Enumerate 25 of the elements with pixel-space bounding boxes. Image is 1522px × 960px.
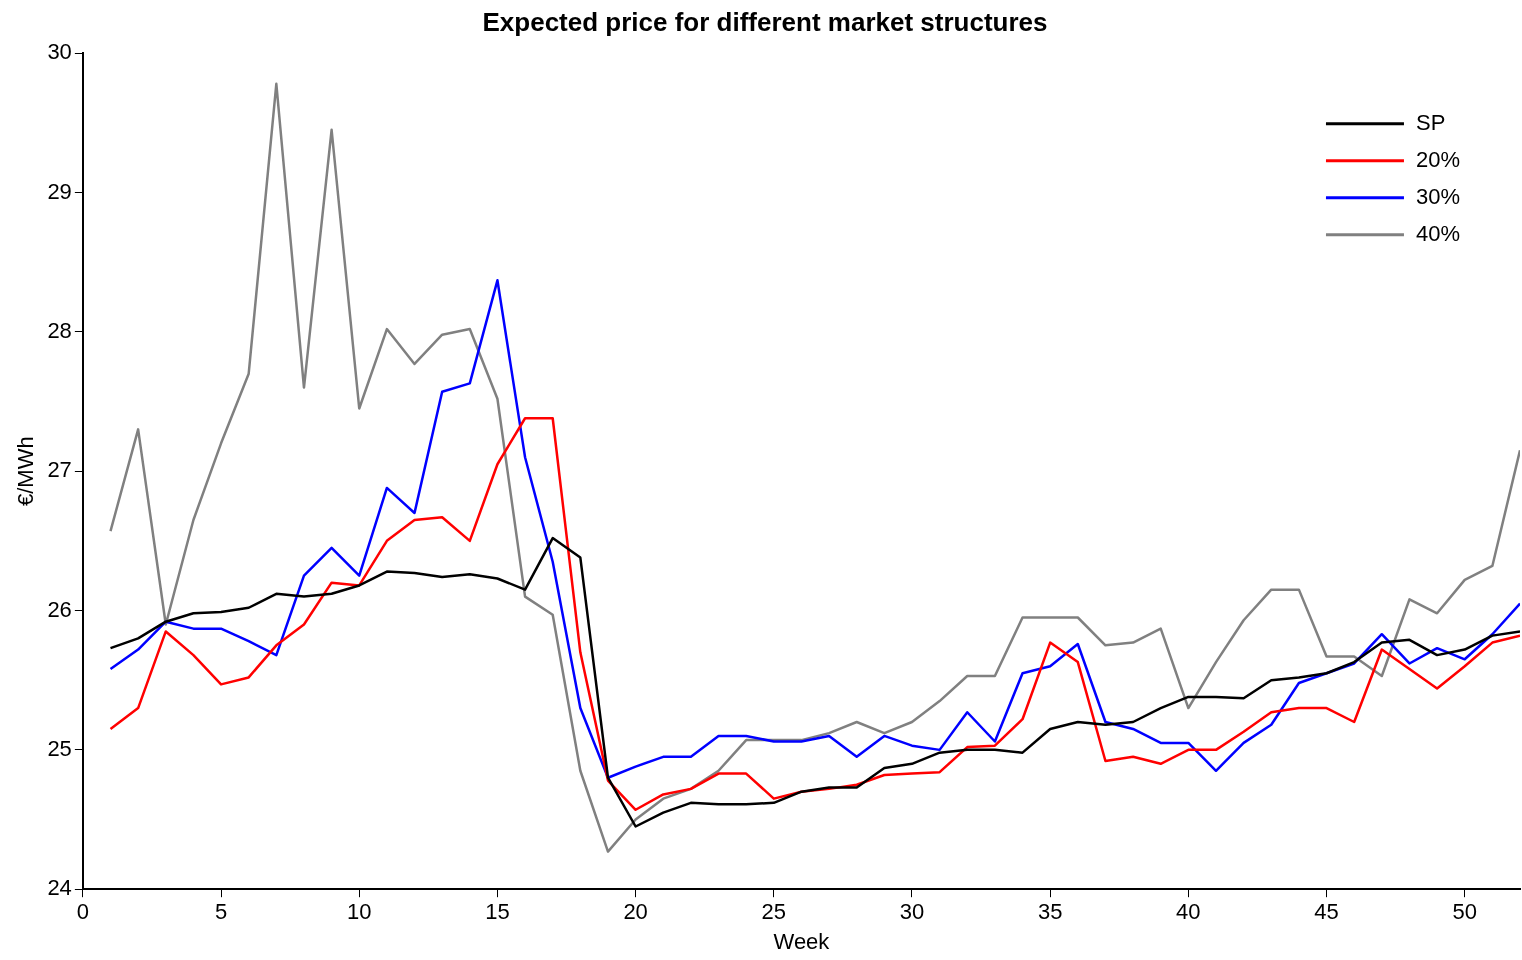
y-tick-label: 29 — [47, 178, 72, 204]
y-axis-title: €/MWh — [13, 436, 39, 507]
y-tick-label: 26 — [47, 596, 72, 622]
y-tick-label: 27 — [47, 457, 72, 483]
y-tick-label: 28 — [47, 317, 72, 343]
x-tick-label: 40 — [1176, 899, 1201, 925]
y-tick-label: 25 — [47, 735, 72, 761]
x-tick-label: 45 — [1314, 899, 1339, 925]
y-tick-label: 30 — [47, 39, 72, 65]
x-tick-label: 30 — [899, 899, 925, 925]
x-tick-label: 50 — [1452, 899, 1477, 925]
x-tick-label: 25 — [761, 899, 787, 925]
x-tick-label: 5 — [214, 899, 228, 925]
x-tick-label: 20 — [623, 899, 648, 925]
legend-label: 20% — [1415, 146, 1461, 172]
x-tick-label: 0 — [76, 899, 89, 925]
y-tick-label: 24 — [47, 875, 72, 901]
legend-label: 40% — [1415, 220, 1461, 246]
x-tick-label: 10 — [347, 899, 372, 925]
x-tick-label: 15 — [485, 899, 510, 925]
chart-title: Expected price for different market structures — [482, 6, 1048, 37]
legend-label: SP — [1415, 109, 1446, 135]
legend-label: 30% — [1415, 183, 1461, 209]
x-axis-title: Week — [773, 928, 831, 954]
x-tick-label: 35 — [1037, 899, 1063, 925]
